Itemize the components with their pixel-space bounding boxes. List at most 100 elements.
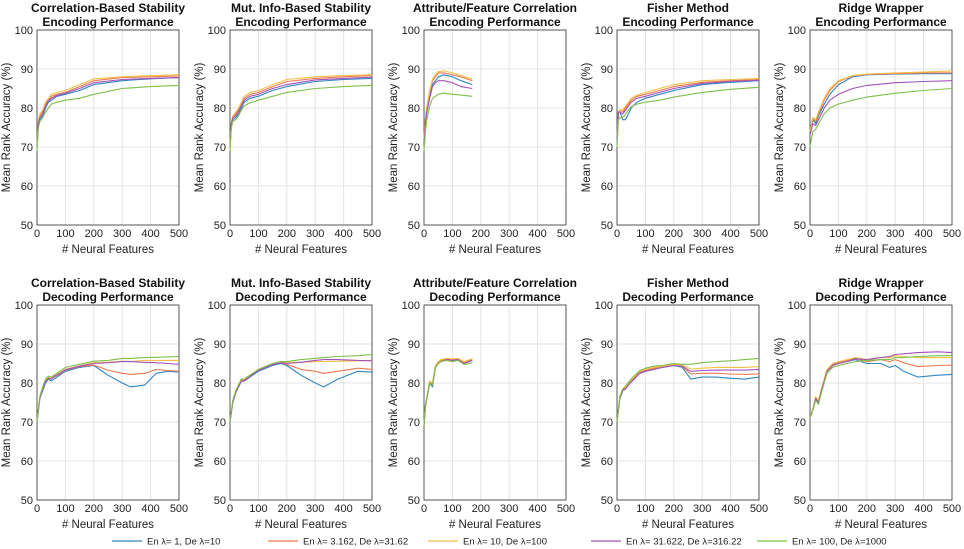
plot-area xyxy=(37,30,179,225)
x-tick-label: 100 xyxy=(829,503,847,515)
x-tick-label: 200 xyxy=(85,503,103,515)
y-tick-label: 100 xyxy=(402,25,420,37)
x-tick-label: 0 xyxy=(421,503,427,515)
chart-title-line: Correlation-Based Stability xyxy=(31,276,185,290)
x-tick-label: 400 xyxy=(334,228,352,240)
y-tick-label: 70 xyxy=(21,417,33,429)
series-line-5 xyxy=(423,359,473,426)
y-tick-label: 80 xyxy=(408,378,420,390)
x-tick-label: 200 xyxy=(472,228,490,240)
axes-frame xyxy=(229,304,373,501)
x-tick-label: 500 xyxy=(363,228,381,240)
chart-title-line: Decoding Performance xyxy=(42,290,174,304)
x-axis-label: # Neural Features xyxy=(642,244,734,256)
y-tick-label: 90 xyxy=(214,339,226,351)
x-axis-label: # Neural Features xyxy=(449,519,541,531)
y-tick-label: 100 xyxy=(15,300,33,312)
y-tick-label: 80 xyxy=(408,103,420,115)
series-line-2 xyxy=(809,72,952,132)
y-tick-label: 50 xyxy=(408,220,420,232)
series-line-5 xyxy=(36,355,180,423)
series-line-4 xyxy=(36,361,180,423)
chart-title-line: Encoding Performance xyxy=(429,15,561,29)
axes-frame xyxy=(809,29,953,226)
x-tick-label: 200 xyxy=(278,503,296,515)
x-tick-label: 0 xyxy=(34,228,40,240)
y-tick-label: 60 xyxy=(794,456,806,468)
y-tick-label: 60 xyxy=(408,181,420,193)
x-tick-label: 300 xyxy=(500,228,518,240)
x-tick-label: 500 xyxy=(750,228,768,240)
series-line-4 xyxy=(616,79,760,140)
y-tick-label: 90 xyxy=(601,64,613,76)
x-tick-label: 400 xyxy=(721,228,739,240)
y-axis-label: Mean Rank Accuracy (%) xyxy=(194,62,206,192)
series-line-3 xyxy=(423,70,473,140)
y-tick-label: 60 xyxy=(601,181,613,193)
x-tick-label: 0 xyxy=(227,228,233,240)
x-axis-label: # Neural Features xyxy=(255,244,347,256)
x-tick-label: 500 xyxy=(557,503,575,515)
y-tick-label: 80 xyxy=(214,103,226,115)
y-tick-label: 90 xyxy=(21,64,33,76)
y-tick-label: 90 xyxy=(601,339,613,351)
y-tick-label: 60 xyxy=(21,456,33,468)
series-line-3 xyxy=(809,355,952,419)
x-tick-label: 300 xyxy=(500,503,518,515)
x-tick-label: 100 xyxy=(443,228,461,240)
plot-area xyxy=(810,30,952,225)
chart-title-line: Encoding Performance xyxy=(815,15,947,29)
chart-title-line: Decoding Performance xyxy=(622,290,754,304)
y-tick-label: 80 xyxy=(21,103,33,115)
y-tick-label: 60 xyxy=(214,181,226,193)
x-tick-label: 200 xyxy=(665,228,683,240)
x-axis-label: # Neural Features xyxy=(835,519,927,531)
chart-title-line: Correlation-Based Stability xyxy=(31,1,185,15)
chart-title-line: Encoding Performance xyxy=(42,15,174,29)
x-tick-label: 0 xyxy=(807,503,813,515)
x-tick-label: 400 xyxy=(141,228,159,240)
series-line-3 xyxy=(809,70,953,132)
legend-label: En λ= 10, De λ=100 xyxy=(463,537,547,548)
y-axis-label: Mean Rank Accuracy (%) xyxy=(581,62,593,192)
axes-frame xyxy=(36,29,180,226)
y-tick-label: 70 xyxy=(794,142,806,154)
legend-entry-2: En λ= 3.162, De λ=31.62 xyxy=(268,537,408,548)
chart-title-line: Decoding Performance xyxy=(429,290,561,304)
x-tick-label: 0 xyxy=(34,503,40,515)
x-axis-label: # Neural Features xyxy=(835,244,927,256)
x-tick-label: 500 xyxy=(943,503,961,515)
x-tick-label: 100 xyxy=(249,503,267,515)
x-tick-label: 100 xyxy=(636,503,654,515)
series-line-4 xyxy=(809,351,953,419)
y-tick-label: 100 xyxy=(595,300,613,312)
x-tick-label: 200 xyxy=(472,503,490,515)
x-tick-label: 500 xyxy=(170,228,188,240)
x-axis-label: # Neural Features xyxy=(642,519,734,531)
chart-title-line: Attribute/Feature Correlation xyxy=(413,1,577,15)
y-tick-label: 80 xyxy=(601,378,613,390)
series-line-4 xyxy=(423,80,473,144)
y-tick-label: 50 xyxy=(214,220,226,232)
y-tick-label: 100 xyxy=(208,25,226,37)
x-tick-label: 0 xyxy=(807,228,813,240)
x-tick-label: 300 xyxy=(886,228,904,240)
chart-title-line: Decoding Performance xyxy=(235,290,367,304)
legend: En λ= 1, De λ=10 En λ= 3.162, De λ=31.62 E… xyxy=(112,537,887,548)
legend-entry-1: En λ= 1, De λ=10 xyxy=(112,537,220,548)
y-tick-label: 50 xyxy=(21,495,33,507)
axes-frame xyxy=(616,29,760,226)
legend-label: En λ= 100, De λ=1000 xyxy=(792,537,887,548)
x-tick-label: 400 xyxy=(914,228,932,240)
axes-frame xyxy=(423,304,567,501)
y-tick-label: 70 xyxy=(21,142,33,154)
series-line-4 xyxy=(616,364,760,423)
y-axis-label: Mean Rank Accuracy (%) xyxy=(388,337,400,467)
x-tick-label: 200 xyxy=(278,228,296,240)
x-tick-label: 400 xyxy=(528,228,546,240)
y-tick-label: 90 xyxy=(794,64,806,76)
